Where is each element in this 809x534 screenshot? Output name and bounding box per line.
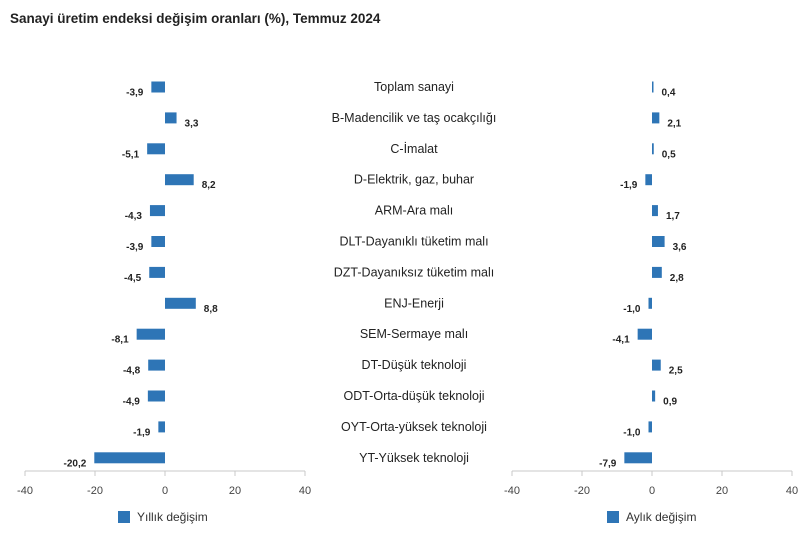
chart-title: Sanayi üretim endeksi değişim oranları (… <box>10 11 381 26</box>
bar-aylik <box>637 328 652 340</box>
data-label-yillik: 8,8 <box>204 304 218 315</box>
data-label-aylik: 0,4 <box>662 88 676 99</box>
bar-yillik <box>136 328 165 340</box>
legend-swatch-yillik <box>118 511 130 523</box>
bar-yillik <box>151 81 165 93</box>
bar-aylik <box>652 266 662 278</box>
data-label-aylik: -4,1 <box>612 335 630 346</box>
bar-yillik <box>165 112 177 124</box>
category-label: D-Elektrik, gaz, buhar <box>354 173 474 187</box>
data-label-aylik: 3,6 <box>673 242 687 253</box>
data-label-yillik: -4,5 <box>124 273 142 284</box>
data-label-aylik: -1,9 <box>620 180 638 191</box>
x-tick-label-aylik: 0 <box>649 485 655 497</box>
category-label: C-İmalat <box>390 142 438 156</box>
data-label-yillik: -5,1 <box>122 149 140 160</box>
bar-yillik <box>165 297 196 309</box>
bar-aylik <box>652 112 660 124</box>
x-tick-label-yillik: -40 <box>17 485 33 497</box>
data-label-yillik: -3,9 <box>126 88 144 99</box>
x-tick-label-yillik: -20 <box>87 485 103 497</box>
bar-aylik <box>652 359 661 371</box>
data-label-yillik: -3,9 <box>126 242 144 253</box>
x-tick-label-aylik: 20 <box>716 485 728 497</box>
bar-aylik <box>652 205 658 217</box>
category-label: DLT-Dayanıklı tüketim malı <box>339 235 488 249</box>
data-label-yillik: -4,3 <box>125 211 143 222</box>
bar-yillik <box>149 205 165 217</box>
data-label-aylik: 2,8 <box>670 273 684 284</box>
category-label: B-Madencilik ve taş ocakçılığı <box>332 111 497 125</box>
data-label-aylik: 2,1 <box>667 118 681 129</box>
category-label: ENJ-Enerji <box>384 296 444 310</box>
bar-yillik <box>94 452 165 464</box>
category-label: OYT-Orta-yüksek teknoloji <box>341 420 487 434</box>
bar-yillik <box>148 359 165 371</box>
data-label-yillik: -1,9 <box>133 427 151 438</box>
bar-yillik <box>149 266 165 278</box>
x-tick-label-yillik: 40 <box>299 485 311 497</box>
data-label-yillik: -8,1 <box>111 335 129 346</box>
legend-label-yillik: Yıllık değişim <box>137 510 208 524</box>
x-tick-label-aylik: -20 <box>574 485 590 497</box>
category-label: ARM-Ara malı <box>375 204 453 218</box>
data-label-yillik: 3,3 <box>185 118 199 129</box>
data-label-aylik: 0,9 <box>663 397 677 408</box>
bar-aylik <box>645 174 652 186</box>
bar-aylik <box>624 452 652 464</box>
bar-yillik <box>165 174 194 186</box>
data-label-yillik: -4,9 <box>123 397 141 408</box>
bar-aylik <box>648 297 652 309</box>
data-label-aylik: -1,0 <box>623 304 641 315</box>
data-label-yillik: -4,8 <box>123 366 141 377</box>
category-label: DZT-Dayanıksız tüketim malı <box>334 265 494 279</box>
x-tick-label-aylik: 40 <box>786 485 798 497</box>
category-label: Toplam sanayi <box>374 80 454 94</box>
data-label-aylik: -7,9 <box>599 458 617 469</box>
bar-yillik <box>147 390 165 402</box>
x-tick-label-yillik: 20 <box>229 485 241 497</box>
category-label: DT-Düşük teknoloji <box>362 358 467 372</box>
bar-aylik <box>648 421 652 433</box>
bar-aylik <box>652 143 654 155</box>
data-label-yillik: 8,2 <box>202 180 216 191</box>
data-label-aylik: 0,5 <box>662 149 676 160</box>
category-label: SEM-Sermaye malı <box>360 327 468 341</box>
data-label-aylik: 1,7 <box>666 211 680 222</box>
bar-aylik <box>652 390 656 402</box>
x-tick-label-aylik: -40 <box>504 485 520 497</box>
bar-aylik <box>652 81 654 93</box>
x-tick-label-yillik: 0 <box>162 485 168 497</box>
data-label-yillik: -20,2 <box>64 458 87 469</box>
legend-aylik: Aylık değişim <box>607 510 696 524</box>
legend-label-aylik: Aylık değişim <box>626 510 697 524</box>
bar-aylik <box>652 236 665 247</box>
bar-yillik <box>147 143 165 155</box>
bar-yillik <box>158 421 165 433</box>
bar-yillik <box>151 236 165 247</box>
data-label-aylik: 2,5 <box>669 366 683 377</box>
data-label-aylik: -1,0 <box>623 427 641 438</box>
category-label: YT-Yüksek teknoloji <box>359 451 469 465</box>
category-label: ODT-Orta-düşük teknoloji <box>343 389 484 403</box>
legend-swatch-aylik <box>607 511 619 523</box>
legend-yillik: Yıllık değişim <box>118 510 208 524</box>
